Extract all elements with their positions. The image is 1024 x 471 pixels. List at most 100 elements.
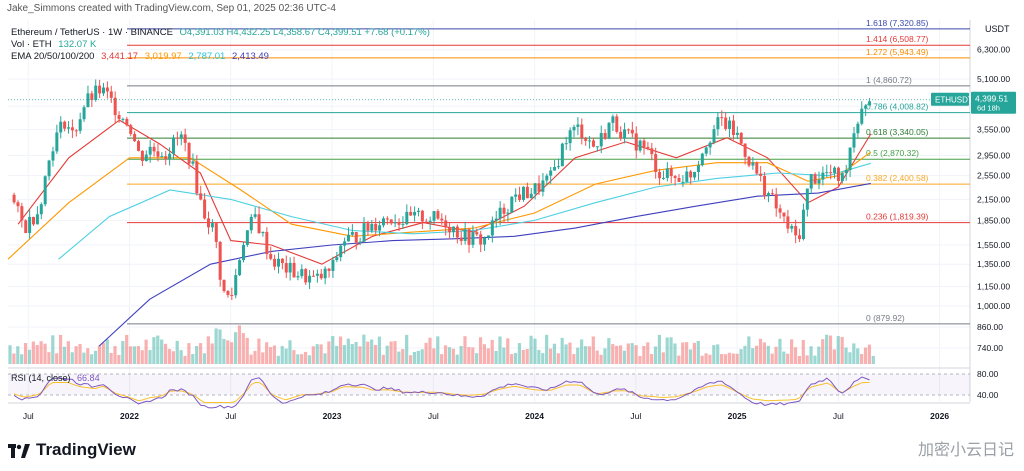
volume-bar xyxy=(856,348,860,364)
candle-body xyxy=(222,279,226,292)
candle-body xyxy=(646,147,650,149)
volume-bar xyxy=(735,353,739,364)
candle-body xyxy=(12,194,16,203)
volume-bar xyxy=(770,353,774,364)
volume-bar xyxy=(156,335,160,364)
volume-bar xyxy=(607,338,611,364)
candle-body xyxy=(467,229,471,245)
volume-bar xyxy=(97,345,102,364)
volume-bar xyxy=(276,355,280,364)
volume-bar xyxy=(113,346,117,364)
volume-bar xyxy=(638,355,642,364)
ema200-value: 2,413.49 xyxy=(231,51,269,62)
volume-bar xyxy=(482,344,487,364)
ema20-line xyxy=(17,119,872,265)
volume-bar xyxy=(587,346,592,364)
candle-body xyxy=(630,129,634,134)
candle-body xyxy=(218,241,222,280)
volume-bar xyxy=(630,343,634,364)
volume-bar xyxy=(338,336,343,364)
y-tick-label: 6,300.00 xyxy=(977,45,1010,55)
candle-body xyxy=(455,226,459,238)
candle-body xyxy=(588,140,592,142)
volume-bar xyxy=(233,332,238,364)
volume-bar xyxy=(397,351,401,364)
candle-body xyxy=(393,222,397,224)
ema50-line xyxy=(7,151,872,260)
volume-bar xyxy=(591,336,595,364)
volume-bar xyxy=(160,339,164,364)
volume-bar xyxy=(428,337,432,364)
volume-bar xyxy=(821,339,825,364)
candle-body xyxy=(94,85,98,101)
volume-label[interactable]: Vol · ETH xyxy=(11,39,52,50)
candle-body xyxy=(183,134,187,143)
volume-bar xyxy=(121,341,125,364)
candle-body xyxy=(82,107,86,120)
volume-bar xyxy=(766,345,770,364)
candle-body xyxy=(20,206,24,221)
y-axis-unit: USDT xyxy=(985,24,1010,34)
volume-bar xyxy=(12,353,16,364)
volume-bar xyxy=(335,345,339,364)
candle-body xyxy=(98,85,102,94)
volume-bar xyxy=(167,348,172,364)
candle-body xyxy=(199,193,203,200)
volume-bar xyxy=(751,348,755,364)
volume-bar xyxy=(163,343,168,364)
volume-bar xyxy=(817,346,821,364)
candle-body xyxy=(296,276,300,278)
volume-bar xyxy=(510,354,514,364)
candle-body xyxy=(284,263,288,273)
candle-body xyxy=(354,232,358,243)
candle-body xyxy=(743,143,747,157)
candle-body xyxy=(502,207,506,214)
tradingview-logo-icon xyxy=(8,443,30,458)
volume-bar xyxy=(793,347,798,364)
volume-bar xyxy=(366,341,370,364)
tradingview-brand[interactable]: TradingView xyxy=(8,440,136,460)
y-tick-label: 2,950.00 xyxy=(977,150,1010,160)
candle-body xyxy=(241,244,245,261)
volume-bar xyxy=(490,339,494,364)
volume-bar xyxy=(288,340,292,364)
volume-bar xyxy=(852,343,856,364)
volume-bar xyxy=(342,345,347,364)
candle-body xyxy=(308,275,312,283)
volume-bar xyxy=(747,336,751,364)
ema20-value: 3,441.17 xyxy=(101,51,139,62)
y-tick-label: 1,350.00 xyxy=(977,259,1010,269)
volume-bar xyxy=(755,345,759,364)
volume-bar xyxy=(506,338,510,364)
volume-bar xyxy=(665,337,669,364)
candle-body xyxy=(650,148,654,155)
candle-body xyxy=(253,214,257,217)
volume-bar xyxy=(727,352,731,364)
symbol-name[interactable]: Ethereum / TetherUS · 1W · BINANCE xyxy=(11,27,173,38)
ema-label[interactable]: EMA 20/50/100/200 xyxy=(11,51,95,62)
candle-body xyxy=(638,140,642,151)
volume-bar xyxy=(696,341,700,364)
volume-bar xyxy=(615,345,619,364)
candle-body xyxy=(385,218,389,220)
volume-bar xyxy=(389,341,393,364)
volume-bar xyxy=(358,346,362,364)
volume-bar xyxy=(860,353,864,364)
volume-bar xyxy=(669,337,673,364)
volume-bar xyxy=(16,346,20,364)
volume-bar xyxy=(529,335,533,364)
candle-body xyxy=(654,154,658,172)
volume-bar xyxy=(599,354,603,364)
candle-body xyxy=(770,193,774,195)
candle-body xyxy=(144,154,148,162)
volume-bar xyxy=(836,336,840,364)
volume-bar xyxy=(265,342,269,364)
volume-bar xyxy=(739,349,743,364)
candle-body xyxy=(319,273,323,279)
candle-body xyxy=(203,199,207,219)
candle-body xyxy=(339,245,343,258)
volume-bar xyxy=(440,354,444,364)
volume-bar xyxy=(825,334,829,364)
rsi-label[interactable]: RSI (14, close) xyxy=(11,373,71,383)
